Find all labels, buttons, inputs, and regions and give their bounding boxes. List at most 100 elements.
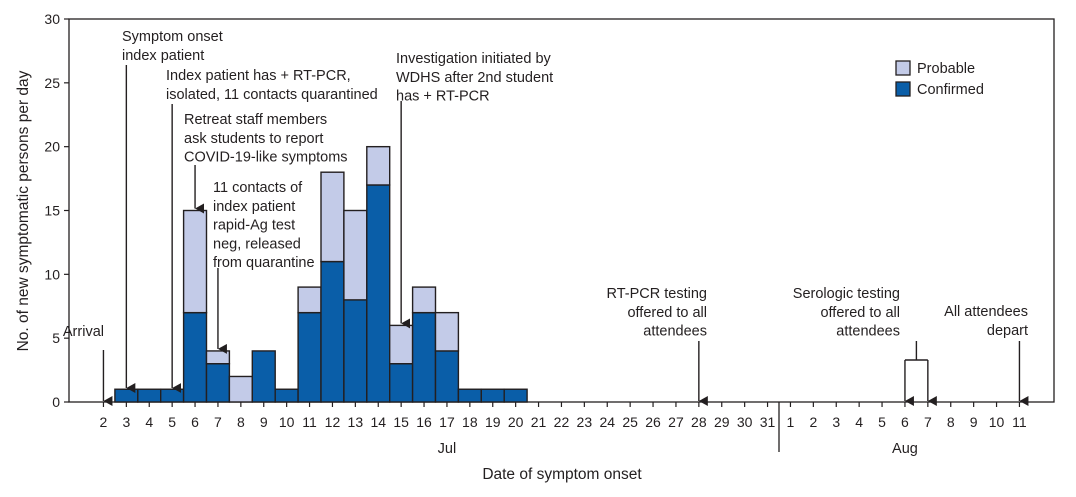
annotation-text: Serologic testing — [793, 286, 900, 302]
annotation-text: attendees — [643, 324, 707, 340]
y-tick-label: 25 — [44, 75, 60, 91]
x-tick-label: 2 — [100, 414, 108, 430]
annotation-text: WDHS after 2nd student — [396, 70, 553, 86]
x-tick-label: 30 — [737, 414, 753, 430]
annotations: Arrival Symptom onset index patient Index p… — [63, 29, 1029, 406]
x-tick-label: 11 — [302, 414, 317, 430]
annotation-text: All attendees — [944, 304, 1028, 320]
x-tick-label: 29 — [714, 414, 730, 430]
bar-confirmed — [411, 311, 437, 403]
y-tick-label: 5 — [52, 330, 60, 346]
x-tick-label: 5 — [878, 414, 886, 430]
x-tick-label: 1 — [787, 414, 795, 430]
x-tick-label: 26 — [645, 414, 661, 430]
bar-confirmed — [137, 388, 162, 403]
bar-confirmed — [274, 388, 299, 403]
x-tick-label: 9 — [260, 414, 268, 430]
bar-probable — [297, 286, 322, 314]
month-label: Aug — [892, 441, 918, 457]
x-tick-label: 15 — [393, 414, 409, 430]
y-axis-label: No. of new symptomatic persons per day — [15, 70, 32, 351]
bar-confirmed — [366, 184, 391, 403]
bar-probable — [366, 145, 391, 186]
x-tick-label: 9 — [970, 414, 978, 430]
bar-confirmed — [205, 363, 231, 403]
annotation-text: has + RT-PCR — [396, 89, 490, 105]
legend-swatch-probable — [895, 60, 911, 76]
bar-confirmed — [251, 350, 276, 403]
y-tick-label: 20 — [44, 139, 60, 155]
y-tick-label: 15 — [44, 203, 60, 219]
month-label: Jul — [438, 441, 457, 457]
x-tick-label: 4 — [855, 414, 863, 430]
bars — [114, 145, 528, 403]
x-tick-label: 10 — [989, 414, 1005, 430]
x-tick-label: 23 — [577, 414, 593, 430]
x-tick-label: 24 — [599, 414, 615, 430]
bar-confirmed — [114, 388, 139, 403]
bar-confirmed — [503, 388, 528, 403]
x-tick-label: 3 — [832, 414, 840, 430]
x-tick-label: 25 — [622, 414, 638, 430]
bar-probable — [343, 209, 368, 301]
annotation-text: 11 contacts of — [213, 180, 303, 196]
annotation-text: depart — [987, 323, 1028, 339]
annotation-text: COVID-19-like symptoms — [184, 150, 348, 166]
y-tick-label: 30 — [44, 11, 60, 27]
bar-confirmed — [480, 388, 505, 403]
bar-confirmed — [457, 388, 482, 403]
x-tick-label: 3 — [122, 414, 130, 430]
legend: Probable Confirmed — [895, 60, 984, 98]
y-tick-label: 0 — [52, 394, 60, 410]
bar-probable — [228, 375, 253, 403]
x-tick-label: 13 — [348, 414, 364, 430]
annotation-text: Arrival — [63, 324, 104, 340]
x-tick-label: 10 — [279, 414, 295, 430]
bar-probable — [411, 286, 437, 314]
x-tick-label: 7 — [214, 414, 222, 430]
x-tick-label: 17 — [439, 414, 455, 430]
bar-probable — [389, 324, 414, 365]
annotation-text: offered to all — [820, 305, 900, 321]
annotation-text: from quarantine — [213, 255, 315, 271]
annotation-text: Retreat staff members — [184, 112, 327, 128]
annotation-text: Symptom onset — [122, 29, 223, 45]
x-tick-label: 8 — [237, 414, 245, 430]
x-tick-label: 8 — [947, 414, 955, 430]
bar-confirmed — [159, 388, 185, 403]
bar-confirmed — [320, 260, 345, 403]
x-tick-label: 12 — [325, 414, 341, 430]
annotation-text: isolated, 11 contacts quarantined — [166, 87, 378, 103]
annotation-text: rapid-Ag test — [213, 218, 295, 234]
bar-probable — [434, 311, 460, 352]
annotation-text: RT-PCR testing — [607, 286, 707, 302]
x-tick-label: 4 — [145, 414, 153, 430]
x-tick-label: 22 — [554, 414, 570, 430]
bar-confirmed — [343, 299, 368, 403]
annotation-text: neg, released — [213, 236, 301, 252]
legend-label-confirmed: Confirmed — [917, 82, 984, 98]
x-tick-label: 7 — [924, 414, 932, 430]
bar-confirmed — [434, 350, 460, 403]
x-tick-label: 31 — [760, 414, 776, 430]
y-tick-label: 10 — [44, 266, 60, 282]
x-tick-label: 18 — [462, 414, 478, 430]
x-tick-label: 11 — [1012, 414, 1027, 430]
bar-probable — [205, 350, 231, 365]
annotation-text: Index patient has + RT-PCR, — [166, 68, 351, 84]
x-tick-label: 16 — [416, 414, 432, 430]
annotation-text: attendees — [836, 324, 900, 340]
x-tick-label: 6 — [901, 414, 909, 430]
annotation-text: offered to all — [627, 305, 707, 321]
annotation-text: index patient — [122, 48, 204, 64]
annotation-text: Investigation initiated by — [396, 51, 552, 67]
x-tick-label: 2 — [809, 414, 817, 430]
bar-confirmed — [182, 311, 208, 403]
bar-probable — [320, 171, 345, 263]
x-tick-label: 20 — [508, 414, 524, 430]
x-tick-label: 19 — [485, 414, 501, 430]
annotation-text: index patient — [213, 199, 295, 215]
bar-confirmed — [297, 311, 322, 403]
